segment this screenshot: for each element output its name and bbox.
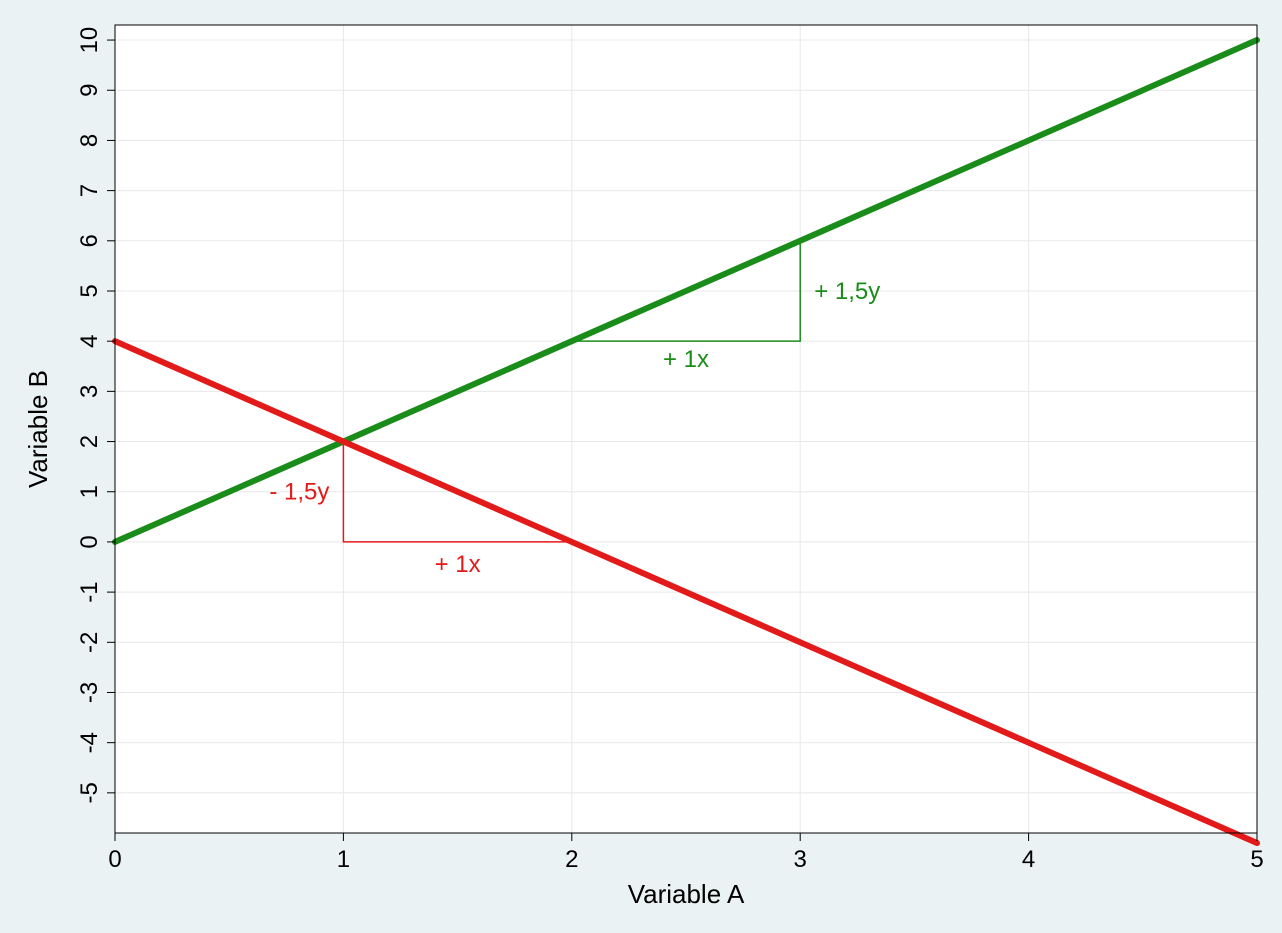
x-tick-label: 0 [108,846,121,873]
y-tick-label: 6 [76,234,103,247]
y-tick-label: 7 [76,184,103,197]
y-tick-label: 10 [76,27,103,54]
y-tick-label: -4 [76,732,103,753]
x-axis-label: Variable A [628,879,745,909]
x-tick-label: 3 [794,846,807,873]
y-tick-label: 8 [76,134,103,147]
y-tick-label: 1 [76,485,103,498]
y-tick-label: 0 [76,535,103,548]
x-tick-label: 1 [337,846,350,873]
y-axis-label: Variable B [23,370,53,488]
y-tick-label: -1 [76,581,103,602]
y-tick-label: 2 [76,435,103,448]
y-tick-label: 5 [76,284,103,297]
red-step-label: + 1x [435,551,481,578]
y-tick-label: 9 [76,84,103,97]
x-tick-label: 5 [1250,846,1263,873]
x-tick-label: 4 [1022,846,1035,873]
y-tick-label: -3 [76,682,103,703]
y-tick-label: -2 [76,632,103,653]
green-step-label: + 1,5y [814,278,880,305]
x-tick-label: 2 [565,846,578,873]
red-step-label: - 1,5y [269,479,329,506]
line-chart: + 1x + 1,5y - 1,5y + 1x 0 1 2 3 4 5 -5 -4 -3 -2 -1 0 1 2 3… [0,0,1282,933]
green-step-label: + 1x [663,346,709,373]
plot-area [115,25,1257,833]
y-tick-label: 3 [76,385,103,398]
y-tick-label: 4 [76,334,103,347]
chart-svg: + 1x + 1,5y - 1,5y + 1x 0 1 2 3 4 5 -5 -4 -3 -2 -1 0 1 2 3… [0,0,1282,933]
y-tick-label: -5 [76,782,103,803]
